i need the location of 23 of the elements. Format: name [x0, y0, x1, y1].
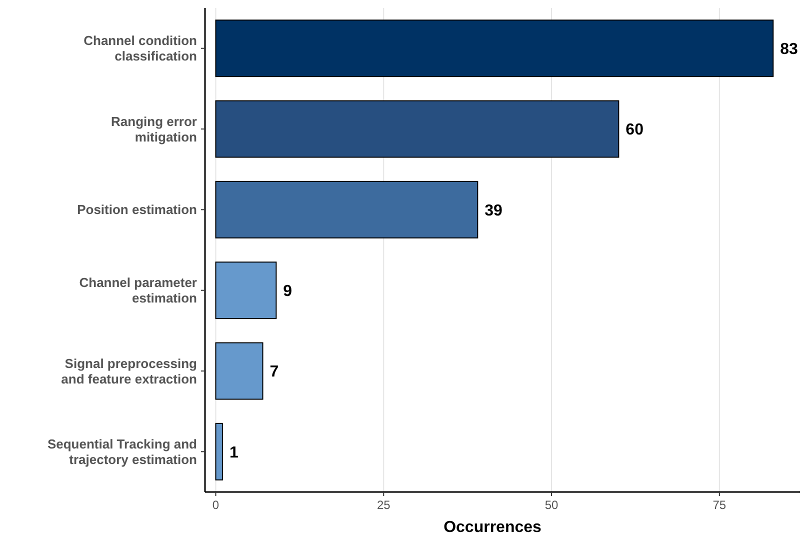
bar: [215, 342, 264, 400]
x-tick-label: 75: [712, 498, 726, 512]
x-tick-label: 0: [212, 498, 220, 512]
bar: [215, 20, 774, 78]
y-tick-label: Sequential Tracking and trajectory estimation: [47, 436, 198, 468]
y-tick-label: Position estimation: [77, 202, 198, 218]
data-label: 9: [283, 282, 292, 300]
bar: [215, 100, 620, 158]
data-label: 1: [229, 444, 238, 462]
bar: [215, 180, 478, 238]
data-label: 83: [780, 40, 798, 58]
y-tick-label: Ranging error mitigation: [111, 114, 198, 144]
bar: [215, 422, 223, 480]
bar: [215, 262, 277, 320]
y-tick-label: Signal preprocessing and feature extraction: [61, 356, 198, 386]
data-label: 39: [484, 202, 503, 220]
x-axis-title: Occurrences: [444, 519, 542, 536]
y-tick-label: Channel parameter estimation: [79, 275, 198, 306]
x-tick-label: 25: [376, 498, 391, 512]
x-tick-label: 50: [544, 498, 559, 512]
data-label: 7: [270, 364, 279, 381]
y-tick-label: Channel condition classification: [84, 33, 198, 64]
data-label: 60: [626, 122, 644, 139]
